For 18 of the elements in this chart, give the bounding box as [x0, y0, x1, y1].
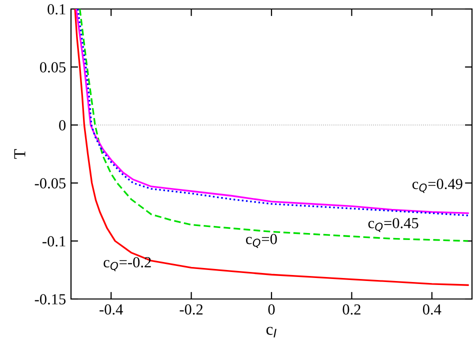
- y-tick-label: 0: [59, 120, 66, 130]
- x-tick-label: 0: [268, 304, 275, 315]
- y-tick-label: -0.15: [34, 294, 66, 305]
- x-axis-title: c$_{I}$: [266, 326, 276, 338]
- y-tick-label: -0.05: [34, 178, 66, 189]
- series-label: c$_{Q}$=0: [246, 234, 277, 248]
- series-label: c$_{Q}$=0.45: [368, 218, 418, 232]
- y-tick-label: -0.1: [42, 236, 66, 247]
- x-tick-label: -0.4: [100, 304, 123, 315]
- x-tick-label: 0.2: [342, 304, 360, 315]
- y-tick-label: 0.05: [40, 62, 66, 73]
- line-series: [74, 9, 469, 286]
- y-axis-title: T: [14, 149, 26, 159]
- x-tick-label: 0.4: [422, 304, 442, 315]
- series-label: c$_{Q}$=-0.2: [104, 257, 151, 272]
- x-tick-label: -0.2: [180, 304, 203, 315]
- y-tick-label: 0.1: [48, 4, 66, 15]
- series-label: c$_{Q}$=0.49: [412, 178, 462, 193]
